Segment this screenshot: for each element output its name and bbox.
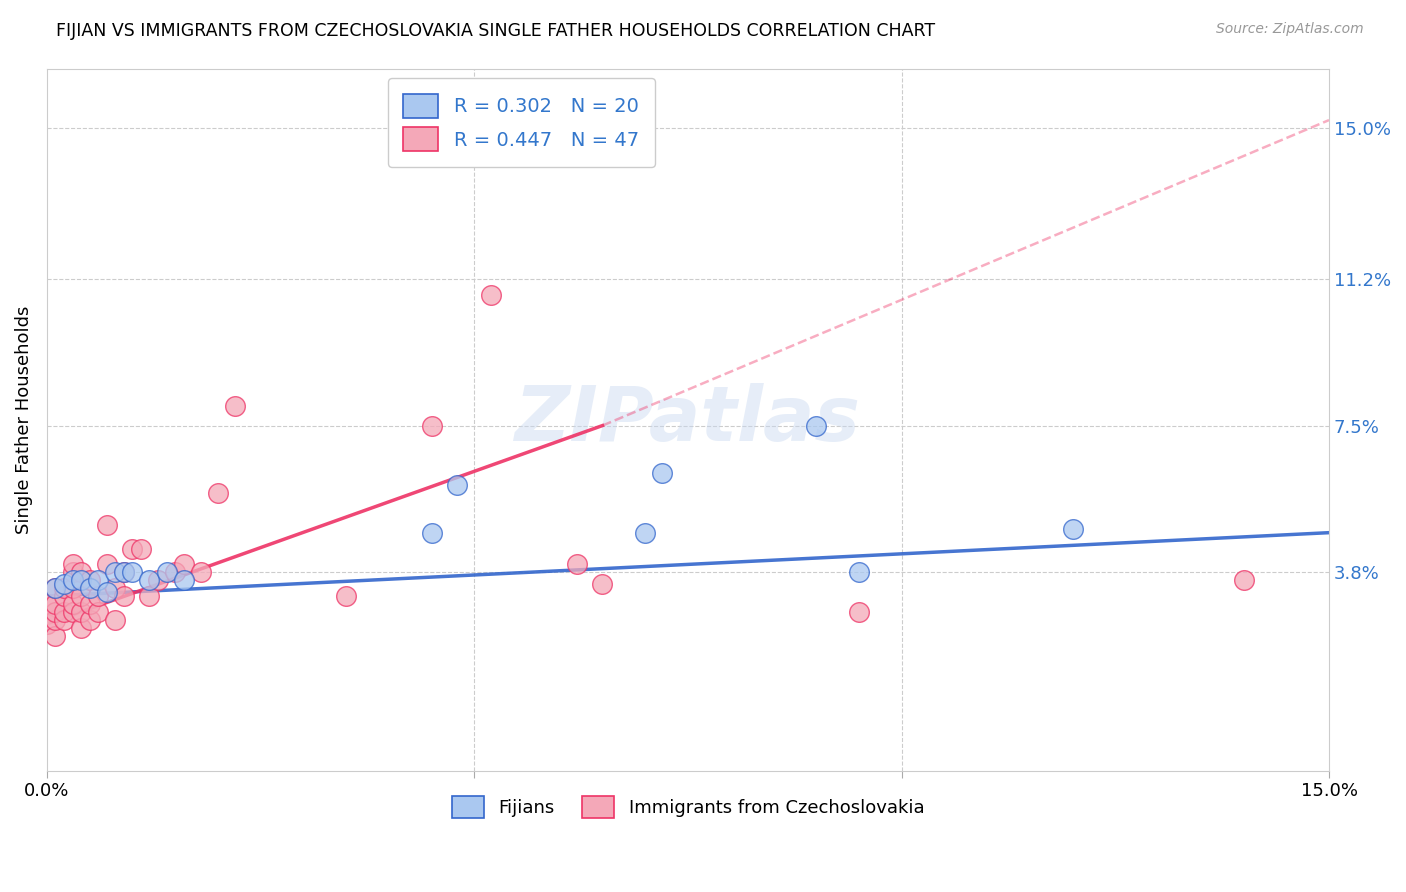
Point <box>79 574 101 588</box>
Point <box>44 605 66 619</box>
Point <box>155 566 177 580</box>
Point <box>87 589 110 603</box>
Point <box>146 574 169 588</box>
Point <box>62 605 84 619</box>
Point <box>479 287 502 301</box>
Legend: Fijians, Immigrants from Czechoslovakia: Fijians, Immigrants from Czechoslovakia <box>444 789 932 825</box>
Point <box>335 589 357 603</box>
Point <box>70 574 93 588</box>
Point <box>44 597 66 611</box>
Point <box>70 566 93 580</box>
Point <box>104 566 127 580</box>
Point <box>1232 574 1254 588</box>
Point <box>62 581 84 595</box>
Point <box>70 589 93 603</box>
Point <box>165 566 187 580</box>
Text: Source: ZipAtlas.com: Source: ZipAtlas.com <box>1216 22 1364 37</box>
Point <box>87 605 110 619</box>
Point <box>53 605 76 619</box>
Point <box>112 589 135 603</box>
Point <box>70 605 93 619</box>
Point <box>173 558 195 572</box>
Point <box>848 605 870 619</box>
Point <box>70 621 93 635</box>
Point <box>96 517 118 532</box>
Point <box>112 566 135 580</box>
Point <box>565 558 588 572</box>
Point <box>44 629 66 643</box>
Point <box>44 613 66 627</box>
Point <box>62 574 84 588</box>
Point <box>138 574 160 588</box>
Point <box>53 581 76 595</box>
Point <box>121 566 143 580</box>
Point <box>420 525 443 540</box>
Point <box>207 486 229 500</box>
Point <box>190 566 212 580</box>
Point <box>35 616 58 631</box>
Point <box>121 541 143 556</box>
Point <box>44 581 66 595</box>
Text: FIJIAN VS IMMIGRANTS FROM CZECHOSLOVAKIA SINGLE FATHER HOUSEHOLDS CORRELATION CH: FIJIAN VS IMMIGRANTS FROM CZECHOSLOVAKIA… <box>56 22 935 40</box>
Point <box>1062 522 1084 536</box>
Point <box>62 597 84 611</box>
Point <box>35 597 58 611</box>
Point <box>104 581 127 595</box>
Point <box>592 577 614 591</box>
Point <box>420 418 443 433</box>
Point <box>224 399 246 413</box>
Point <box>62 566 84 580</box>
Point <box>79 597 101 611</box>
Point <box>634 525 657 540</box>
Point <box>848 566 870 580</box>
Text: ZIPatlas: ZIPatlas <box>515 383 860 457</box>
Point <box>112 566 135 580</box>
Point <box>173 574 195 588</box>
Point <box>62 558 84 572</box>
Point <box>79 581 101 595</box>
Point <box>804 418 827 433</box>
Point <box>44 581 66 595</box>
Point <box>138 589 160 603</box>
Point <box>53 577 76 591</box>
Point <box>79 613 101 627</box>
Point <box>87 574 110 588</box>
Point <box>96 585 118 599</box>
Point <box>446 478 468 492</box>
Point <box>651 466 673 480</box>
Point <box>104 613 127 627</box>
Y-axis label: Single Father Households: Single Father Households <box>15 305 32 533</box>
Point <box>129 541 152 556</box>
Point <box>96 558 118 572</box>
Point <box>53 613 76 627</box>
Point <box>53 589 76 603</box>
